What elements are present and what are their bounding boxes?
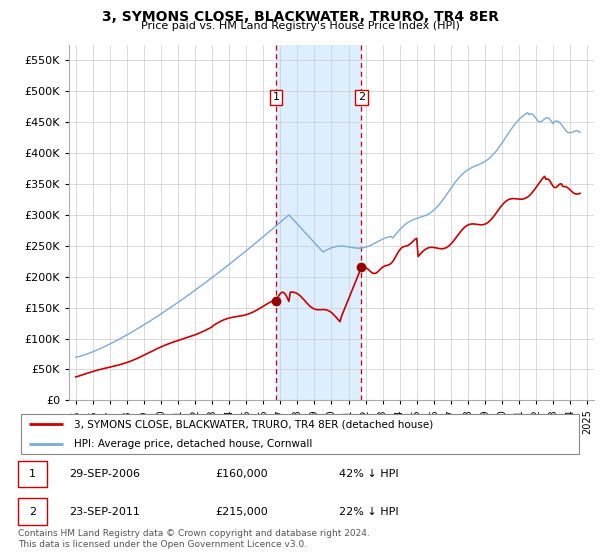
Text: £215,000: £215,000 [215, 507, 268, 517]
Text: £160,000: £160,000 [215, 469, 268, 479]
FancyBboxPatch shape [18, 498, 47, 525]
Text: 3, SYMONS CLOSE, BLACKWATER, TRURO, TR4 8ER: 3, SYMONS CLOSE, BLACKWATER, TRURO, TR4 … [101, 10, 499, 24]
Text: 42% ↓ HPI: 42% ↓ HPI [340, 469, 399, 479]
Text: HPI: Average price, detached house, Cornwall: HPI: Average price, detached house, Corn… [74, 439, 313, 449]
Text: 23-SEP-2011: 23-SEP-2011 [69, 507, 140, 517]
Text: 1: 1 [29, 469, 36, 479]
Text: 2: 2 [358, 92, 365, 102]
FancyBboxPatch shape [18, 460, 47, 487]
FancyBboxPatch shape [21, 414, 579, 454]
Text: Contains HM Land Registry data © Crown copyright and database right 2024.
This d: Contains HM Land Registry data © Crown c… [18, 529, 370, 549]
Text: 3, SYMONS CLOSE, BLACKWATER, TRURO, TR4 8ER (detached house): 3, SYMONS CLOSE, BLACKWATER, TRURO, TR4 … [74, 419, 434, 429]
Text: 1: 1 [272, 92, 280, 102]
Bar [276, 45, 361, 400]
Text: 2: 2 [29, 507, 36, 517]
Text: 22% ↓ HPI: 22% ↓ HPI [340, 507, 399, 517]
Text: 29-SEP-2006: 29-SEP-2006 [69, 469, 140, 479]
Text: Price paid vs. HM Land Registry's House Price Index (HPI): Price paid vs. HM Land Registry's House … [140, 21, 460, 31]
